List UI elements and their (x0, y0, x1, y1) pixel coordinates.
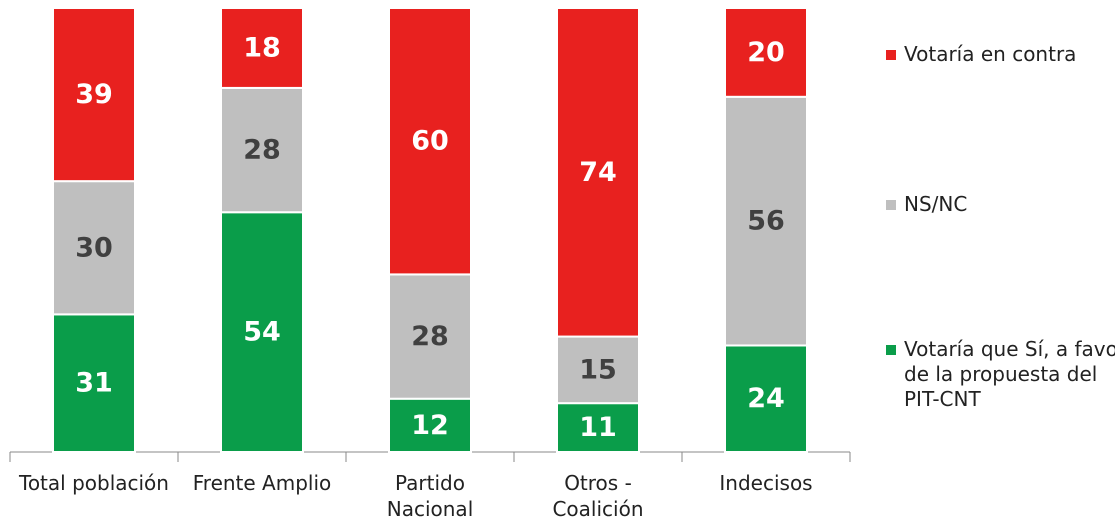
legend-swatch (886, 50, 896, 60)
bar-segment (220, 7, 304, 89)
bar-segment (724, 95, 808, 347)
value-label: 20 (747, 37, 785, 68)
bar-segment (724, 7, 808, 98)
x-tick-label: Otros - Coalición (552, 471, 644, 521)
value-label: 12 (411, 410, 449, 441)
legend-label: NS/NC (904, 192, 968, 216)
x-tick-label: Frente Amplio (192, 471, 332, 495)
value-label: 39 (75, 79, 113, 110)
legend-swatch (886, 345, 896, 355)
value-label: 15 (579, 354, 617, 385)
bar-segment (388, 273, 472, 400)
bar-segment (220, 86, 304, 214)
legend-swatch (886, 200, 896, 210)
legend-item: NS/NC (886, 192, 1115, 217)
value-label: 28 (243, 135, 281, 166)
value-label: 74 (579, 157, 617, 188)
value-label: 30 (75, 232, 113, 263)
x-tick-label: Indecisos (719, 471, 813, 495)
bar-segment (556, 7, 640, 338)
bar-segment (52, 7, 136, 183)
legend-item: Votaría en contra (886, 42, 1115, 67)
bar-segment (724, 344, 808, 453)
value-label: 60 (411, 126, 449, 157)
legend-label: Votaría en contra (904, 42, 1077, 66)
bar-segment (388, 7, 472, 276)
bar-segment (556, 402, 640, 454)
x-tick-label: Total población (19, 471, 169, 495)
value-label: 56 (747, 206, 785, 237)
x-tick-label: Partido Nacional (386, 471, 474, 521)
legend-item: Votaría que Sí, a favor de la propuesta … (886, 337, 1115, 412)
bar-segment (52, 180, 136, 316)
bar-segment (220, 211, 304, 453)
value-label: 28 (411, 321, 449, 352)
value-label: 18 (243, 32, 281, 63)
value-label: 31 (75, 368, 113, 399)
bar-segment (388, 397, 472, 453)
bar-segment (52, 313, 136, 453)
bar-segment (556, 335, 640, 405)
value-label: 11 (579, 412, 617, 443)
value-label: 24 (747, 383, 785, 414)
value-label: 54 (243, 317, 281, 348)
legend-label: Votaría que Sí, a favor de la propuesta … (904, 337, 1115, 411)
